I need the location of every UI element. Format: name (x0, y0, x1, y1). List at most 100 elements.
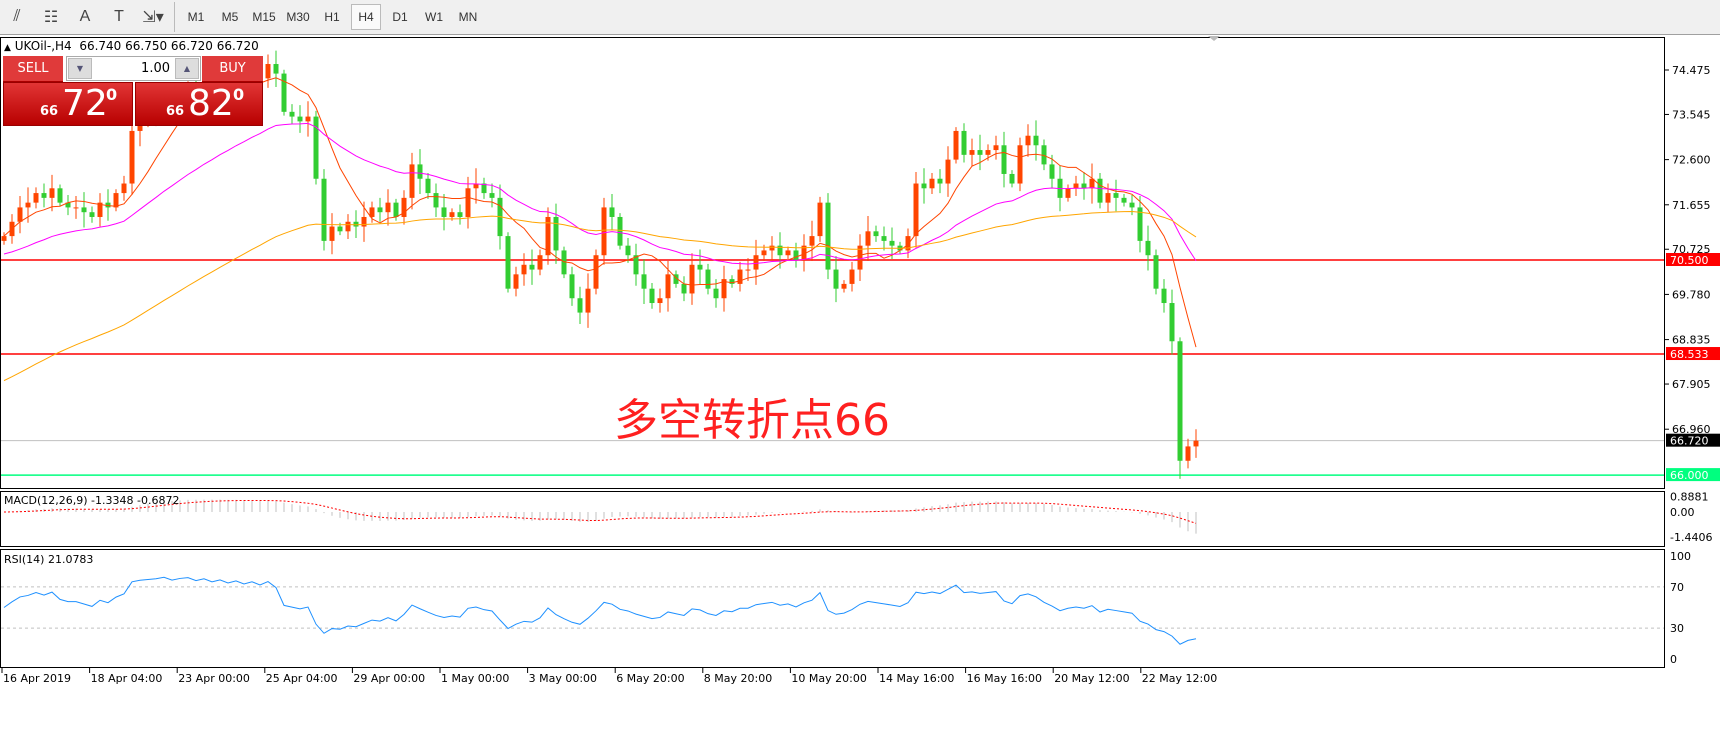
bearish-candle (673, 274, 679, 284)
bullish-candle (849, 269, 855, 284)
symbol-label: UKOil-,H4 (14, 39, 72, 53)
time-axis-label: 10 May 20:00 (791, 672, 866, 685)
bearish-candle (617, 216, 623, 246)
arrows-dropdown-icon[interactable]: ⇲▾ (142, 9, 164, 26)
bearish-candle (41, 193, 47, 198)
bullish-candle (409, 164, 415, 198)
bullish-candle (1089, 178, 1095, 189)
fibonacci-grid-icon[interactable]: ☷ (43, 9, 59, 26)
price-axis-label: 71.655 (1672, 199, 1711, 212)
bearish-candle (273, 64, 279, 74)
bullish-candle (737, 269, 743, 284)
rsi-line (3, 576, 1197, 645)
bearish-candle (1161, 288, 1167, 304)
timeframe-mn-button[interactable]: MN (458, 10, 478, 24)
bullish-candle (1185, 446, 1191, 461)
one-click-trading-panel: SELL ▼ 1.00 ▲ BUY 66 72 0 66 82 0 (3, 56, 263, 126)
time-axis-label: 1 May 00:00 (441, 672, 509, 685)
fibonacci-fan-icon[interactable]: ⫽ (13, 8, 21, 25)
bearish-candle (777, 245, 783, 256)
candles (1, 50, 1199, 479)
chart-header: ▲ UKOil-,H4 66.740 66.750 66.720 66.720 (4, 39, 259, 53)
bullish-candle (137, 121, 143, 131)
bullish-candle (345, 221, 351, 232)
lot-decrease-button[interactable]: ▼ (68, 58, 92, 79)
bearish-candle (481, 183, 487, 194)
buy-price-fraction: 0 (233, 85, 245, 104)
bearish-candle (297, 116, 303, 122)
macd-axis-label: -1.4406 (1670, 531, 1712, 544)
collapse-triangle-icon[interactable]: ▲ (4, 43, 11, 53)
bearish-candle (353, 221, 359, 227)
sell-price-main: 72 (62, 83, 108, 124)
buy-price-button[interactable]: 66 82 0 (135, 82, 263, 126)
bearish-candle (377, 207, 383, 213)
bearish-candle (609, 207, 615, 217)
sell-button[interactable]: SELL (3, 56, 63, 82)
bearish-candle (977, 150, 983, 155)
timeframe-m15-button[interactable]: M15 (252, 10, 276, 24)
bearish-candle (793, 250, 799, 260)
bearish-candle (105, 202, 111, 208)
mid-moving-average (3, 122, 1197, 265)
bearish-candle (289, 111, 295, 117)
bullish-candle (545, 216, 551, 256)
bullish-candle (769, 245, 775, 251)
timeframe-m30-button[interactable]: M30 (286, 10, 310, 24)
bullish-candle (945, 159, 951, 184)
timeframe-h4-button[interactable]: H4 (351, 4, 381, 30)
level-price-tag (1666, 253, 1720, 266)
lot-value: 1.00 (141, 61, 170, 76)
timeframe-h1-button[interactable]: H1 (324, 10, 340, 24)
bullish-candle (465, 188, 471, 217)
level-price-label: 66.000 (1670, 469, 1709, 482)
buy-button[interactable]: BUY (202, 56, 263, 82)
level-price-label: 68.533 (1670, 348, 1709, 361)
bullish-candle (745, 269, 751, 271)
time-axis-label: 16 Apr 2019 (3, 672, 71, 685)
bearish-candle (561, 250, 567, 275)
macd-label: MACD(12,26,9) -1.3348 -0.6872 (4, 494, 179, 507)
bullish-candle (841, 283, 847, 289)
level-price-tag (1666, 347, 1720, 361)
bearish-candle (505, 236, 511, 289)
bearish-candle (649, 288, 655, 304)
timeframe-m5-button[interactable]: M5 (221, 10, 239, 24)
bullish-candle (537, 255, 543, 270)
bearish-candle (697, 264, 703, 270)
sell-price-button[interactable]: 66 72 0 (3, 82, 133, 126)
time-axis-label: 16 May 16:00 (967, 672, 1042, 685)
time-axis-label: 8 May 20:00 (704, 672, 772, 685)
bullish-candle (665, 274, 671, 299)
price-axis-label: 69.780 (1672, 288, 1711, 301)
timeframe-w1-button[interactable]: W1 (425, 10, 443, 24)
bearish-candle (1041, 145, 1047, 165)
lot-increase-button[interactable]: ▲ (175, 58, 199, 79)
bullish-candle (33, 193, 39, 203)
bearish-candle (1121, 197, 1127, 203)
timeframe-d1-button[interactable]: D1 (392, 10, 408, 24)
bearish-candle (489, 193, 495, 198)
text-label-icon[interactable]: T (114, 8, 124, 25)
price-chart[interactable]: 74.475 73.545 72.600 71.655 70.725 69.780 68.8… (0, 36, 1720, 696)
timeframe-m1-button[interactable]: M1 (187, 10, 205, 24)
time-axis-label: 20 May 12:00 (1054, 672, 1129, 685)
bearish-candle (433, 193, 439, 208)
buy-price-main: 82 (188, 83, 234, 124)
time-axis-label: 18 Apr 04:00 (91, 672, 163, 685)
bearish-candle (1145, 240, 1151, 256)
chart-annotation-text[interactable]: 多空转折点66 (614, 395, 890, 446)
bullish-candle (809, 236, 815, 246)
bearish-candle (57, 188, 63, 203)
bullish-candle (305, 116, 311, 122)
rsi-axis-label: 70 (1670, 581, 1684, 594)
bullish-candle (857, 245, 863, 270)
bearish-candle (873, 231, 879, 237)
bullish-candle (97, 202, 103, 217)
bearish-candle (705, 269, 711, 289)
lot-size-input[interactable]: ▼ 1.00 ▲ (66, 56, 201, 81)
time-axis-label: 29 Apr 00:00 (353, 672, 425, 685)
main-panel-frame (0, 37, 1665, 489)
bullish-candle (1105, 193, 1111, 203)
text-icon[interactable]: A (79, 8, 91, 25)
